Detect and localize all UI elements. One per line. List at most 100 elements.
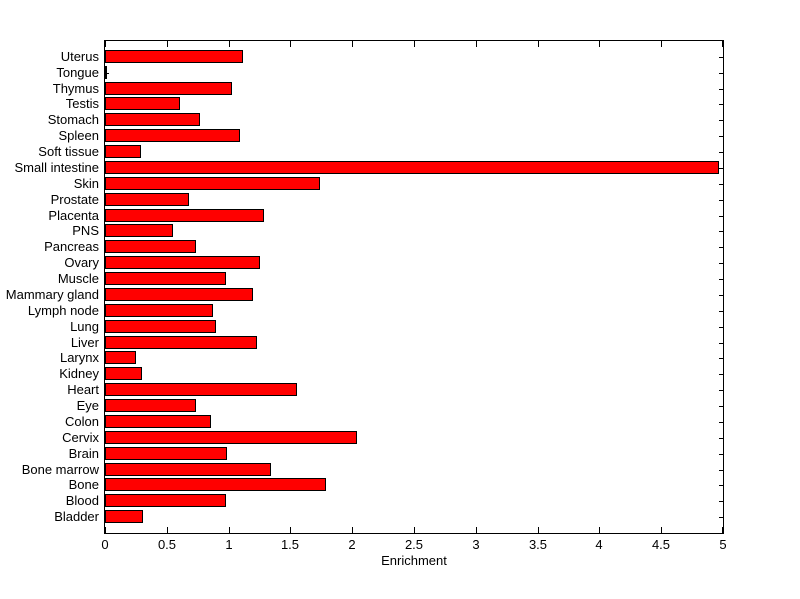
x-tick-top xyxy=(414,41,415,47)
bar-spleen xyxy=(105,129,240,142)
category-label: Skin xyxy=(73,176,99,191)
bar-eye xyxy=(105,399,196,412)
bar-colon xyxy=(105,415,211,428)
category-label: Placenta xyxy=(48,208,99,223)
y-tick-right xyxy=(719,295,723,296)
x-tick-top xyxy=(167,41,168,47)
category-label: Kidney xyxy=(59,366,99,381)
bar-brain xyxy=(105,447,227,460)
category-label: Lung xyxy=(70,319,99,334)
category-label: Bone marrow xyxy=(21,462,99,477)
y-tick-right xyxy=(719,263,723,264)
x-tick-top xyxy=(229,41,230,47)
x-tick-bottom xyxy=(414,527,415,533)
x-tick-label: 2.5 xyxy=(404,537,424,552)
y-tick-right xyxy=(719,485,723,486)
y-tick-right xyxy=(719,358,723,359)
category-label: Prostate xyxy=(50,192,99,207)
x-tick-top xyxy=(599,41,600,47)
y-tick-right xyxy=(719,57,723,58)
category-label: Liver xyxy=(70,335,99,350)
category-label: Tongue xyxy=(56,65,99,80)
x-tick-top xyxy=(538,41,539,47)
category-label: Ovary xyxy=(64,255,99,270)
bar-larynx xyxy=(105,351,136,364)
y-tick-right xyxy=(719,501,723,502)
y-tick-left xyxy=(105,73,109,74)
y-tick-right xyxy=(719,89,723,90)
bar-stomach xyxy=(105,113,200,126)
bar-skin xyxy=(105,177,320,190)
x-tick-bottom xyxy=(229,527,230,533)
x-tick-bottom xyxy=(599,527,600,533)
bar-muscle xyxy=(105,272,226,285)
x-tick-bottom xyxy=(538,527,539,533)
y-tick-right xyxy=(719,73,723,74)
x-tick-bottom xyxy=(352,527,353,533)
category-label: Mammary gland xyxy=(5,287,99,302)
y-tick-right xyxy=(719,327,723,328)
bar-pns xyxy=(105,224,173,237)
bar-bladder xyxy=(105,510,143,523)
bar-ovary xyxy=(105,256,260,269)
x-tick-top xyxy=(352,41,353,47)
x-tick-label: 1.5 xyxy=(280,537,300,552)
bar-placenta xyxy=(105,209,264,222)
bar-kidney xyxy=(105,367,142,380)
bar-mammary-gland xyxy=(105,288,253,301)
bar-testis xyxy=(105,97,180,110)
category-label: Cervix xyxy=(62,430,99,445)
x-tick-label: 0.5 xyxy=(157,537,177,552)
x-tick-bottom xyxy=(661,527,662,533)
category-label: Testis xyxy=(65,96,99,111)
category-label: Larynx xyxy=(59,350,99,365)
bar-lymph-node xyxy=(105,304,213,317)
y-tick-right xyxy=(719,343,723,344)
y-tick-right xyxy=(719,136,723,137)
x-tick-label: 4 xyxy=(595,537,603,552)
bar-pancreas xyxy=(105,240,196,253)
category-label: PNS xyxy=(72,223,99,238)
bar-lung xyxy=(105,320,216,333)
bar-cervix xyxy=(105,431,357,444)
category-label: Pancreas xyxy=(44,239,99,254)
x-tick-bottom xyxy=(476,527,477,533)
y-tick-right xyxy=(719,406,723,407)
y-tick-right xyxy=(719,184,723,185)
x-tick-label: 0 xyxy=(101,537,109,552)
y-tick-right xyxy=(719,279,723,280)
x-tick-bottom xyxy=(722,527,723,533)
category-label: Thymus xyxy=(52,81,99,96)
x-tick-label: 4.5 xyxy=(651,537,671,552)
x-tick-bottom xyxy=(290,527,291,533)
category-label: Blood xyxy=(65,493,99,508)
x-axis-label: Enrichment xyxy=(381,553,447,568)
category-label: Bladder xyxy=(54,509,99,524)
y-tick-right xyxy=(719,152,723,153)
bar-thymus xyxy=(105,82,232,95)
category-label: Heart xyxy=(67,382,99,397)
x-tick-top xyxy=(290,41,291,47)
bar-uterus xyxy=(105,50,243,63)
x-tick-top xyxy=(661,41,662,47)
plot-area xyxy=(104,40,724,534)
y-tick-right xyxy=(719,120,723,121)
x-tick-top xyxy=(476,41,477,47)
x-tick-top xyxy=(105,41,106,47)
x-tick-label: 3 xyxy=(472,537,480,552)
bar-bone-marrow xyxy=(105,463,271,476)
y-tick-right xyxy=(719,438,723,439)
x-tick-bottom xyxy=(167,527,168,533)
x-tick-label: 3.5 xyxy=(528,537,548,552)
bar-tongue xyxy=(105,66,107,79)
bar-prostate xyxy=(105,193,189,206)
bar-bone xyxy=(105,478,326,491)
y-tick-right xyxy=(719,517,723,518)
y-tick-right xyxy=(719,422,723,423)
x-tick-label: 5 xyxy=(719,537,727,552)
y-tick-right xyxy=(719,104,723,105)
category-label: Colon xyxy=(65,414,99,429)
bar-liver xyxy=(105,336,257,349)
x-tick-top xyxy=(722,41,723,47)
